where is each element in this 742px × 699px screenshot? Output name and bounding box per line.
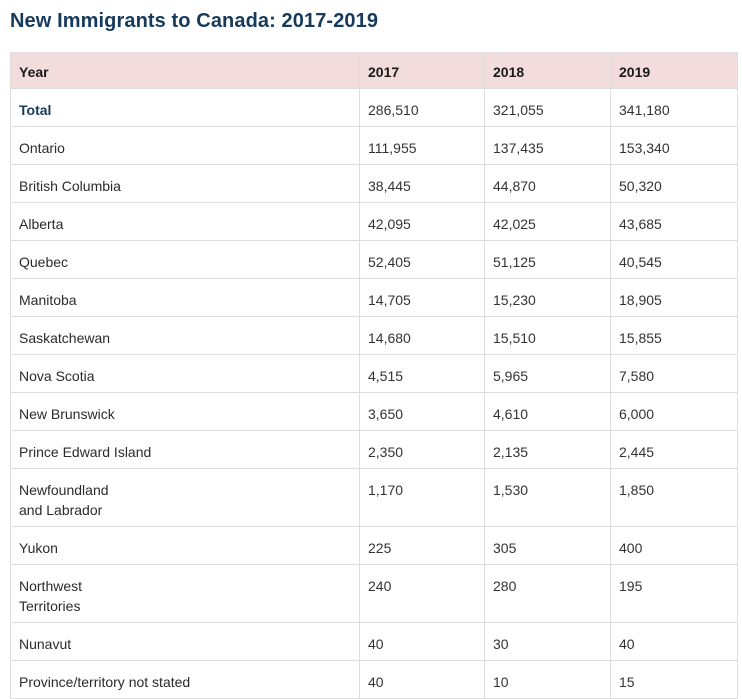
value-2017: 286,510	[359, 88, 485, 127]
value-2018: 2,135	[484, 430, 611, 469]
row-label: Newfoundland and Labrador	[10, 468, 360, 527]
row-label: Quebec	[10, 240, 360, 279]
table-row: Ontario 111,955 137,435 153,340	[10, 126, 738, 165]
row-label: Nova Scotia	[10, 354, 360, 393]
value-2018: 10	[484, 660, 611, 699]
row-label-line: Northwest	[19, 578, 83, 594]
value-2019: 400	[610, 526, 738, 565]
value-2017: 52,405	[359, 240, 485, 279]
table-row: Nova Scotia 4,515 5,965 7,580	[10, 354, 738, 393]
value-2018: 1,530	[484, 468, 611, 527]
value-2018: 137,435	[484, 126, 611, 165]
value-2019: 153,340	[610, 126, 738, 165]
table-row: Alberta 42,095 42,025 43,685	[10, 202, 738, 241]
row-label-line: Territories	[19, 598, 81, 614]
value-2019: 40	[610, 622, 738, 661]
row-label: Nunavut	[10, 622, 360, 661]
value-2017: 38,445	[359, 164, 485, 203]
value-2019: 43,685	[610, 202, 738, 241]
page-title: New Immigrants to Canada: 2017-2019	[10, 10, 379, 32]
table-row: Yukon 225 305 400	[10, 526, 738, 565]
value-2018: 280	[484, 564, 611, 623]
header-2019: 2019	[610, 52, 738, 89]
row-label: Northwest Territories	[10, 564, 360, 623]
value-2017: 40	[359, 660, 485, 699]
row-label-line: and Labrador	[19, 502, 103, 518]
row-label: Total	[10, 88, 360, 127]
row-label: Province/territory not stated	[10, 660, 360, 699]
value-2018: 5,965	[484, 354, 611, 393]
value-2019: 1,850	[610, 468, 738, 527]
value-2018: 321,055	[484, 88, 611, 127]
value-2017: 14,680	[359, 316, 485, 355]
value-2017: 42,095	[359, 202, 485, 241]
value-2018: 42,025	[484, 202, 611, 241]
header-2018: 2018	[484, 52, 611, 89]
row-label: Ontario	[10, 126, 360, 165]
value-2017: 4,515	[359, 354, 485, 393]
table-row: Prince Edward Island 2,350 2,135 2,445	[10, 430, 738, 469]
table-row: Saskatchewan 14,680 15,510 15,855	[10, 316, 738, 355]
immigrants-table: Year 2017 2018 2019 Total 286,510 321,05…	[10, 52, 738, 699]
value-2018: 44,870	[484, 164, 611, 203]
table-row: Province/territory not stated 40 10 15	[10, 660, 738, 699]
table-row: Quebec 52,405 51,125 40,545	[10, 240, 738, 279]
value-2019: 2,445	[610, 430, 738, 469]
row-label: Yukon	[10, 526, 360, 565]
row-label: Manitoba	[10, 278, 360, 317]
table-row: Northwest Territories 240 280 195	[10, 564, 738, 623]
value-2017: 3,650	[359, 392, 485, 431]
value-2018: 51,125	[484, 240, 611, 279]
value-2017: 1,170	[359, 468, 485, 527]
value-2019: 50,320	[610, 164, 738, 203]
row-label: Saskatchewan	[10, 316, 360, 355]
value-2017: 14,705	[359, 278, 485, 317]
row-label-line: Newfoundland	[19, 482, 109, 498]
table-row: New Brunswick 3,650 4,610 6,000	[10, 392, 738, 431]
value-2018: 30	[484, 622, 611, 661]
value-2018: 4,610	[484, 392, 611, 431]
value-2017: 111,955	[359, 126, 485, 165]
table-row: British Columbia 38,445 44,870 50,320	[10, 164, 738, 203]
value-2017: 240	[359, 564, 485, 623]
table-row: Nunavut 40 30 40	[10, 622, 738, 661]
value-2017: 225	[359, 526, 485, 565]
value-2018: 305	[484, 526, 611, 565]
value-2017: 40	[359, 622, 485, 661]
value-2018: 15,230	[484, 278, 611, 317]
value-2019: 341,180	[610, 88, 738, 127]
row-label: Prince Edward Island	[10, 430, 360, 469]
row-label: New Brunswick	[10, 392, 360, 431]
value-2019: 195	[610, 564, 738, 623]
header-2017: 2017	[359, 52, 485, 89]
value-2018: 15,510	[484, 316, 611, 355]
table-row: Manitoba 14,705 15,230 18,905	[10, 278, 738, 317]
value-2019: 7,580	[610, 354, 738, 393]
value-2019: 40,545	[610, 240, 738, 279]
value-2017: 2,350	[359, 430, 485, 469]
header-year: Year	[10, 52, 360, 89]
row-label: Alberta	[10, 202, 360, 241]
value-2019: 15	[610, 660, 738, 699]
table-header-row: Year 2017 2018 2019	[10, 52, 738, 89]
value-2019: 6,000	[610, 392, 738, 431]
row-label: British Columbia	[10, 164, 360, 203]
table-row: Newfoundland and Labrador 1,170 1,530 1,…	[10, 468, 738, 527]
table-row: Total 286,510 321,055 341,180	[10, 88, 738, 127]
value-2019: 18,905	[610, 278, 738, 317]
value-2019: 15,855	[610, 316, 738, 355]
